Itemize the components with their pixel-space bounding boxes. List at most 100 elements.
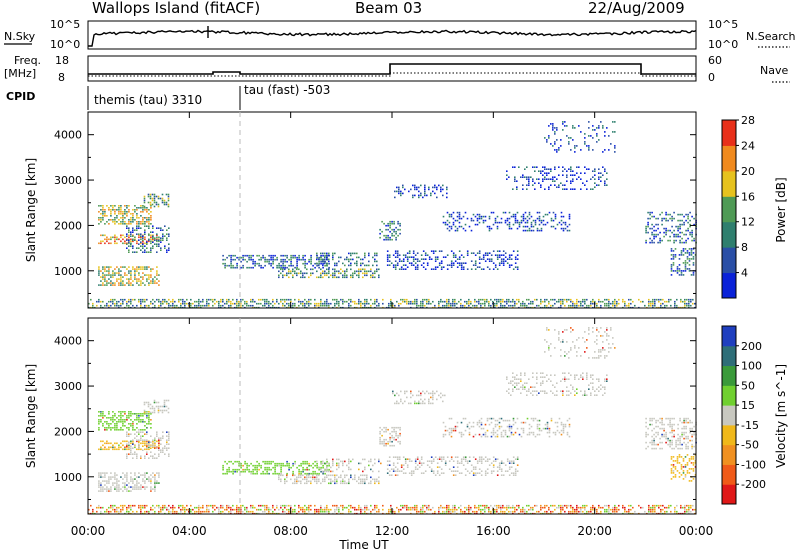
range-gate-cell: [322, 508, 324, 511]
range-gate-cell: [98, 484, 100, 486]
range-gate-cell: [160, 229, 162, 231]
range-gate-cell: [504, 510, 506, 513]
range-gate-cell: [234, 470, 236, 473]
range-gate-cell: [148, 217, 150, 219]
range-gate-cell: [686, 268, 689, 270]
range-gate-cell: [252, 468, 254, 471]
range-gate-cell: [136, 415, 138, 417]
range-gate-cell: [165, 201, 168, 204]
range-gate-cell: [512, 250, 515, 252]
range-gate-cell: [98, 219, 100, 221]
range-gate-cell: [280, 254, 282, 257]
range-gate-cell: [470, 229, 473, 232]
range-gate-cell: [328, 462, 330, 465]
range-gate-cell: [142, 223, 144, 225]
range-gate-cell: [124, 482, 126, 484]
range-gate-cell: [460, 508, 462, 511]
range-gate-cell: [391, 436, 393, 439]
range-gate-cell: [402, 468, 405, 470]
range-gate-cell: [138, 300, 140, 303]
range-gate-cell: [448, 221, 451, 224]
range-gate-cell: [386, 472, 389, 474]
range-gate-cell: [336, 262, 338, 265]
range-gate-cell: [190, 508, 192, 511]
range-gate-cell: [374, 458, 376, 461]
range-gate-cell: [308, 474, 310, 477]
range-gate-cell: [442, 472, 445, 474]
range-gate-cell: [140, 242, 142, 245]
range-gate-cell: [368, 270, 370, 273]
range-gate-cell: [468, 302, 470, 305]
range-gate-cell: [102, 411, 104, 413]
range-gate-cell: [606, 302, 608, 305]
range-gate-cell: [140, 429, 142, 431]
range-gate-cell: [161, 197, 164, 200]
range-gate-cell: [488, 215, 491, 218]
range-gate-cell: [278, 264, 280, 267]
range-gate-cell: [518, 298, 520, 301]
range-gate-cell: [692, 302, 694, 305]
range-gate-cell: [142, 419, 144, 421]
range-gate-cell: [154, 441, 156, 443]
range-gate-cell: [324, 262, 326, 265]
range-gate-cell: [106, 266, 108, 268]
range-gate-cell: [671, 231, 673, 234]
range-gate-cell: [552, 178, 554, 180]
range-gate-cell: [128, 486, 130, 488]
range-gate-cell: [528, 184, 530, 186]
range-gate-cell: [130, 433, 132, 435]
range-gate-cell: [404, 460, 407, 462]
range-gate-cell: [488, 302, 490, 305]
range-gate-cell: [102, 274, 104, 276]
range-gate-cell: [438, 510, 440, 513]
range-gate-cell: [168, 504, 170, 507]
range-gate-cell: [122, 234, 124, 237]
range-gate-cell: [140, 227, 142, 229]
range-gate-cell: [680, 506, 682, 509]
range-gate-cell: [120, 282, 122, 284]
range-gate-cell: [659, 241, 661, 244]
range-gate-cell: [651, 231, 653, 234]
range-gate-cell: [184, 508, 186, 511]
range-gate-cell: [362, 478, 364, 481]
range-gate-cell: [452, 302, 454, 305]
range-gate-cell: [558, 186, 560, 188]
range-gate-cell: [554, 149, 556, 151]
range-gate-cell: [154, 453, 156, 455]
range-gate-cell: [100, 411, 102, 413]
range-gate-cell: [500, 254, 503, 256]
range-gate-cell: [300, 472, 302, 475]
range-gate-cell: [102, 425, 104, 427]
range-gate-cell: [134, 451, 136, 453]
range-gate-cell: [396, 474, 399, 476]
range-gate-cell: [132, 304, 134, 307]
range-gate-cell: [156, 278, 158, 280]
range-gate-cell: [102, 413, 104, 415]
range-gate-cell: [166, 508, 168, 511]
range-gate-cell: [292, 268, 294, 271]
range-gate-cell: [592, 125, 594, 127]
range-gate-cell: [246, 300, 248, 303]
range-gate-cell: [150, 300, 152, 303]
range-gate-cell: [108, 411, 110, 413]
range-gate-cell: [510, 506, 512, 509]
range-gate-cell: [210, 298, 212, 301]
range-gate-cell: [673, 217, 675, 220]
range-gate-cell: [512, 223, 515, 226]
range-gate-cell: [482, 256, 485, 258]
range-gate-cell: [304, 302, 306, 305]
range-gate-cell: [378, 458, 380, 461]
range-gate-cell: [150, 242, 152, 245]
range-gate-cell: [682, 248, 685, 250]
range-gate-cell: [584, 506, 586, 509]
range-gate-cell: [334, 262, 336, 265]
range-gate-cell: [516, 219, 519, 222]
range-gate-cell: [354, 508, 356, 511]
range-gate-cell: [108, 272, 110, 274]
range-gate-cell: [120, 476, 122, 478]
range-gate-cell: [200, 510, 202, 513]
range-gate-cell: [596, 302, 598, 305]
range-gate-cell: [466, 252, 469, 254]
range-gate-cell: [342, 478, 344, 481]
range-gate-cell: [434, 258, 437, 260]
